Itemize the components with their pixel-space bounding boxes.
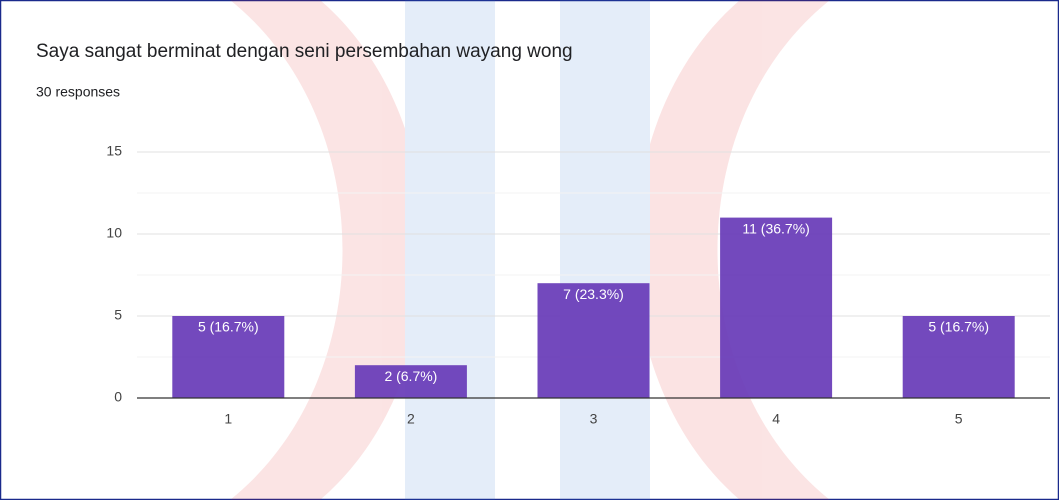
y-tick-label: 10 <box>106 225 122 241</box>
y-tick-label: 5 <box>114 307 122 323</box>
x-tick-label: 2 <box>407 411 415 427</box>
y-tick-label: 15 <box>106 143 122 159</box>
value-label: 5 (16.7%) <box>198 319 259 335</box>
bar <box>354 365 467 398</box>
bar <box>902 316 1015 398</box>
y-tick-label: 0 <box>114 389 122 405</box>
x-tick-label: 4 <box>772 411 780 427</box>
bar <box>172 316 285 398</box>
bar <box>720 217 833 398</box>
x-tick-label: 5 <box>955 411 963 427</box>
chart-subtitle: 30 responses <box>36 84 120 100</box>
chart-title: Saya sangat berminat dengan seni persemb… <box>36 41 573 62</box>
x-tick-label: 3 <box>590 411 598 427</box>
value-label: 7 (23.3%) <box>563 286 624 302</box>
value-label: 5 (16.7%) <box>928 319 989 335</box>
x-tick-label: 1 <box>224 411 232 427</box>
value-label: 2 (6.7%) <box>384 368 437 384</box>
value-label: 11 (36.7%) <box>742 220 809 236</box>
bar <box>537 283 650 398</box>
